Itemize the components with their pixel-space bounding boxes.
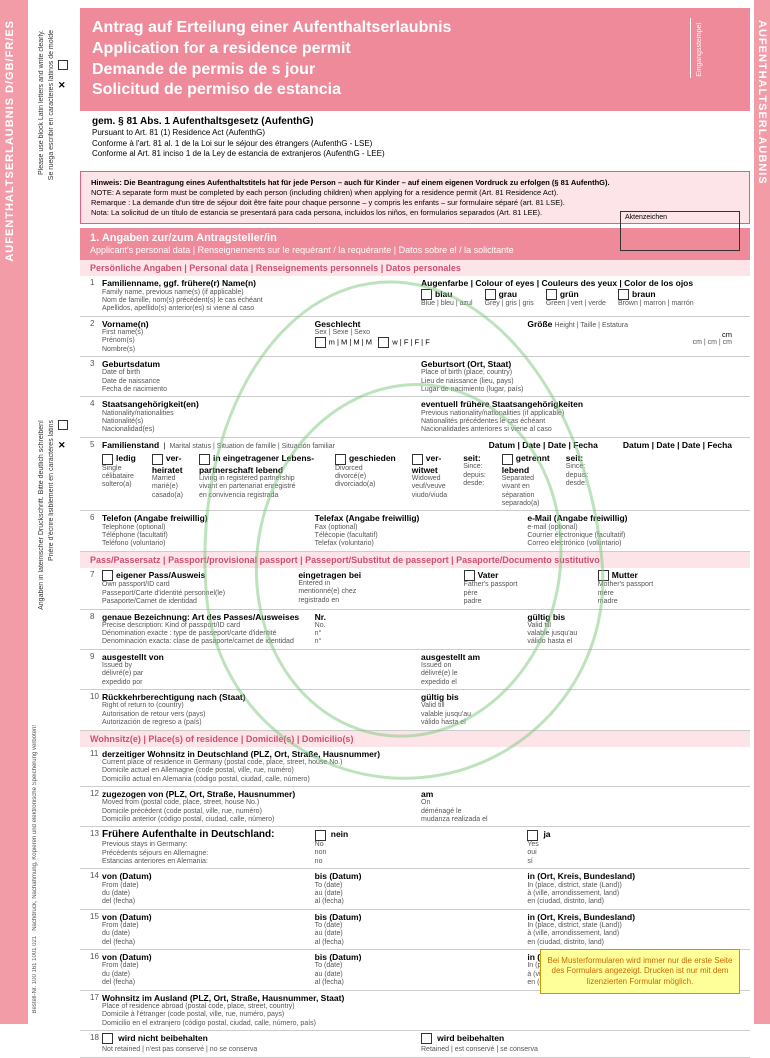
beib-ja[interactable] [421,1033,432,1044]
margin-checkbox-1[interactable] [58,60,68,70]
title-fr: Demande de permis de s jour [92,60,738,81]
pass-header: Pass/Passersatz | Passport/provisional p… [80,552,750,568]
eyes-label: Augenfarbe | Colour of eyes | Couleurs d… [421,278,732,288]
stamp-label: Eingangsstempel [696,23,703,77]
margin-druck-fr: Prière d'écrire lisiblement en caractère… [48,420,55,561]
hinweis-es: Nota: La solicitud de un título de estan… [91,208,542,217]
legal-reference: gem. § 81 Abs. 1 Aufenthaltsgesetz (Aufe… [80,111,750,167]
field-14-row: 14 von (Datum)From (date)du (date)del (f… [80,869,750,909]
wohnsitz-header: Wohnsitz(e) | Place(s) of residence | Do… [80,731,750,747]
pass-vater[interactable] [464,570,475,581]
field-num-1: 1 [90,278,102,313]
left-color-strip: AUFENTHALTSERLAUBNIS D/GB/FR/ES [0,0,28,1024]
title-es: Solicitud de permiso de estancia [92,80,738,101]
field-3-row: 3 Geburtsdatum Date of birth Date de nai… [80,357,750,397]
muster-notice: Bei Musterformularen wird immer nur die … [540,949,740,994]
field-8-row: 8 genaue Bezeichnung: Art des Passes/Aus… [80,610,750,650]
field-12-row: 12 zugezogen von (PLZ, Ort, Straße, Haus… [80,787,750,827]
legal-es: Conforme al Art. 81 inciso 1 de la Ley d… [92,149,385,158]
field-11-row: 11 derzeitiger Wohnsitz in Deutschland (… [80,747,750,787]
legal-en: Pursuant to Art. 81 (1) Residence Act (A… [92,128,265,137]
marital-ledig[interactable] [102,454,113,465]
marital-verh[interactable] [152,454,163,465]
footer-info: Bestell-Nr. 100 161 1001 021 Nachdruck, … [32,725,38,1014]
personal-data-header: Persönliche Angaben | Personal data | Re… [80,260,750,276]
marital-gesch[interactable] [335,454,346,465]
section-1-title: 1. Angaben zur/zum Antragsteller/in [90,232,277,244]
field-9-row: 9 ausgestellt von Issued by délivré(e) p… [80,650,750,690]
form-header: Antrag auf Erteilung einer Aufenthaltser… [80,8,750,111]
stamp-area: Eingangsstempel [690,18,740,78]
main-content: Antrag auf Erteilung einer Aufenthaltser… [80,8,750,1058]
legal-heading: gem. § 81 Abs. 1 Aufenthaltsgesetz (Aufe… [92,116,314,127]
field-10-row: 10 Rückkehrberechtigung nach (Staat) Rig… [80,690,750,730]
sex-w-check[interactable] [378,337,389,348]
marital-getrennt[interactable] [502,454,513,465]
pass-eigener[interactable] [102,570,113,581]
f1-de: Familienname, ggf. frühere(r) Name(n) [102,278,413,288]
margin-x-2: ✕ [58,440,66,451]
margin-tick-es: Se ruega escribir en caracteres latinos … [48,30,55,180]
field-2-row: 2 Vorname(n) First name(s) Prénom(s) Nom… [80,317,750,357]
f1-es: Apellidos, apellido(s) anterior(es) si v… [102,305,413,313]
eye-blau-check[interactable] [421,289,432,300]
pass-mutter[interactable] [598,570,609,581]
left-strip-title: AUFENTHALTSERLAUBNIS D/GB/FR/ES [4,20,16,262]
field-1-row: 1 Familienname, ggf. frühere(r) Name(n) … [80,276,750,316]
eye-braun-check[interactable] [618,289,629,300]
field-7-row: 7 eigener Pass/AusweisOwn passport/ID ca… [80,568,750,610]
field-6-row: 6 Telefon (Angabe freiwillig) Telephone … [80,511,750,551]
marital-partner[interactable] [199,454,210,465]
hinweis-en: NOTE: A separate form must be completed … [91,188,558,197]
akten-label: Aktenzeichen [625,214,667,221]
section-1-sub: Applicant's personal data | Renseignemen… [90,245,514,255]
sex-m-check[interactable] [315,337,326,348]
prev-nein[interactable] [315,830,326,841]
field-5-row: 5 Familienstand | Marital status | Situa… [80,438,750,512]
f1-fr: Nom de famille, nom(s) précédent(s) le c… [102,297,413,305]
margin-checkbox-2[interactable] [58,420,68,430]
title-en: Application for a residence permit [92,39,738,60]
legal-fr: Conforme à l'art. 81 al. 1 de la Loi sur… [92,139,372,148]
field-18-row: 18 wird nicht beibehalten Not retained |… [80,1031,750,1058]
aktenzeichen-box[interactable]: Aktenzeichen [620,211,740,251]
marital-verw[interactable] [412,454,423,465]
eye-grau-check[interactable] [485,289,496,300]
eye-gruen-check[interactable] [546,289,557,300]
field-17-row: 17 Wohnsitz im Ausland (PLZ, Ort, Straße… [80,991,750,1031]
f1-en: Family name, previous name(s) (if applic… [102,289,413,297]
right-strip-title: AUFENTHALTSERLAUBNIS [756,20,768,185]
right-color-strip: AUFENTHALTSERLAUBNIS [754,0,770,1024]
margin-druck-de: Angaben in lateinischer Druckschrift. Bi… [38,420,45,610]
form-page: AUFENTHALTSERLAUBNIS D/GB/FR/ES AUFENTHA… [0,0,770,1024]
field-4-row: 4 Staatsangehörigkeit(en) Nationality/na… [80,397,750,437]
field-13-row: 13 Frühere Aufenthalte in Deutschland: P… [80,827,750,869]
hinweis-de: Hinweis: Die Beantragung eines Aufenthal… [91,178,610,187]
margin-tick-en: Please use block Latin letters and write… [38,30,45,175]
field-15-row: 15 von (Datum)From (date)du (date)del (f… [80,910,750,950]
title-de: Antrag auf Erteilung einer Aufenthaltser… [92,18,738,39]
prev-ja[interactable] [527,830,538,841]
beib-nein[interactable] [102,1033,113,1044]
hinweis-fr: Remarque : La demande d'un titre de séjo… [91,198,565,207]
margin-x-1: ✕ [58,80,66,91]
